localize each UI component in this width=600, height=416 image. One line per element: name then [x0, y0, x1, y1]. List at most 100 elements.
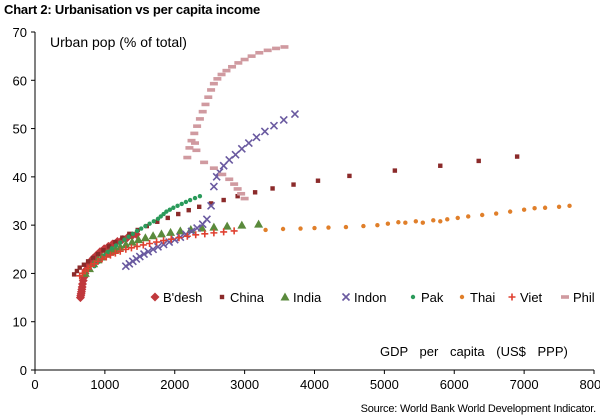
point-india: [237, 220, 247, 229]
point-viet: [111, 249, 119, 257]
point-china: [101, 248, 106, 253]
point-phil: [209, 166, 218, 170]
point-china: [165, 215, 170, 221]
legend-marker-phil: [561, 295, 569, 299]
point-phil: [217, 72, 226, 77]
point-viet: [139, 241, 147, 249]
point-india: [121, 239, 131, 248]
point-phil: [190, 131, 199, 136]
point-india: [197, 223, 207, 232]
point-thai: [455, 215, 460, 221]
point-viet: [98, 255, 106, 263]
legend-label-phil: Phil: [573, 290, 595, 305]
point-china: [77, 265, 82, 270]
point-china: [74, 268, 80, 274]
point-india: [115, 242, 125, 251]
point-phil: [207, 88, 216, 92]
point-indon: [153, 242, 163, 251]
point-china: [120, 235, 125, 240]
point-pak: [192, 195, 198, 201]
point-china: [514, 154, 520, 159]
point-indon: [202, 215, 211, 224]
point-pak: [187, 197, 193, 203]
point-thai: [420, 220, 426, 225]
point-thai: [280, 226, 286, 232]
point-thai: [431, 218, 436, 223]
point-indon: [149, 245, 158, 254]
x-axis-label: GDP per capita (US$ PPP): [380, 344, 568, 359]
point-indon: [139, 250, 149, 259]
point-phil: [201, 102, 210, 107]
point-china: [252, 190, 258, 195]
x-tick-label: 8000: [580, 377, 600, 392]
point-indon: [159, 240, 168, 249]
point-phil: [218, 172, 227, 177]
point-pak: [118, 240, 123, 245]
point-phil: [198, 109, 207, 114]
point-viet: [167, 235, 175, 243]
point-phil: [225, 177, 234, 182]
x-tick-label: 3000: [230, 377, 259, 392]
point-pak: [106, 249, 111, 254]
point-thai: [438, 219, 443, 224]
y-tick-label: 30: [13, 218, 27, 233]
y-tick-label: 40: [13, 170, 27, 185]
legend-label-china: China: [230, 290, 265, 305]
point-viet: [146, 239, 154, 247]
point-indon: [209, 182, 218, 191]
point-india: [140, 233, 150, 242]
point-phil: [185, 146, 194, 150]
point-india: [127, 237, 137, 246]
point-indon: [244, 138, 253, 148]
point-pak: [183, 199, 189, 205]
point-china: [315, 178, 321, 183]
point-china: [392, 168, 398, 173]
point-pak: [151, 219, 156, 224]
x-tick-label: 0: [31, 377, 38, 392]
point-pak: [167, 207, 173, 212]
point-india: [148, 231, 158, 240]
point-phil: [272, 46, 281, 51]
point-pak: [139, 226, 144, 231]
point-china: [85, 259, 91, 264]
point-thai: [298, 226, 303, 231]
point-thai: [403, 220, 408, 225]
point-india: [209, 222, 219, 231]
point-thai: [343, 224, 349, 230]
point-viet: [94, 257, 102, 265]
point-china: [127, 231, 132, 237]
point-indon: [135, 252, 144, 261]
chart-axes: 0 10 20 30 40 50 60 70 0 1000 2000 3000 4000 5000 6000…: [13, 25, 600, 392]
point-china: [113, 239, 118, 245]
point-phil: [234, 61, 243, 65]
point-china: [186, 207, 191, 213]
point-pak: [134, 228, 140, 234]
point-thai: [466, 214, 471, 219]
point-phil: [187, 138, 196, 143]
point-indon: [207, 201, 216, 210]
point-china: [90, 255, 96, 261]
point-viet: [220, 228, 228, 236]
point-viet: [106, 251, 114, 259]
series-phil: [183, 45, 289, 201]
point-india: [156, 229, 166, 238]
point-china: [106, 244, 112, 249]
point-viet: [201, 230, 209, 238]
chart-marks: [71, 45, 572, 303]
legend-label-pak: Pak: [421, 290, 444, 305]
point-thai: [532, 206, 537, 211]
point-phil: [263, 48, 272, 53]
point-pak: [164, 209, 169, 214]
y-axis-label: Urban pop (% of total): [50, 34, 187, 50]
point-phil: [237, 191, 246, 196]
legend-label-thai: Thai: [470, 290, 495, 305]
point-indon: [279, 115, 288, 124]
point-china: [476, 158, 481, 164]
point-thai: [507, 209, 513, 214]
y-tick-label: 20: [13, 266, 27, 281]
point-china: [221, 197, 226, 203]
x-tick-label: 1000: [90, 377, 119, 392]
point-pak: [109, 246, 115, 251]
point-phil: [183, 155, 192, 160]
